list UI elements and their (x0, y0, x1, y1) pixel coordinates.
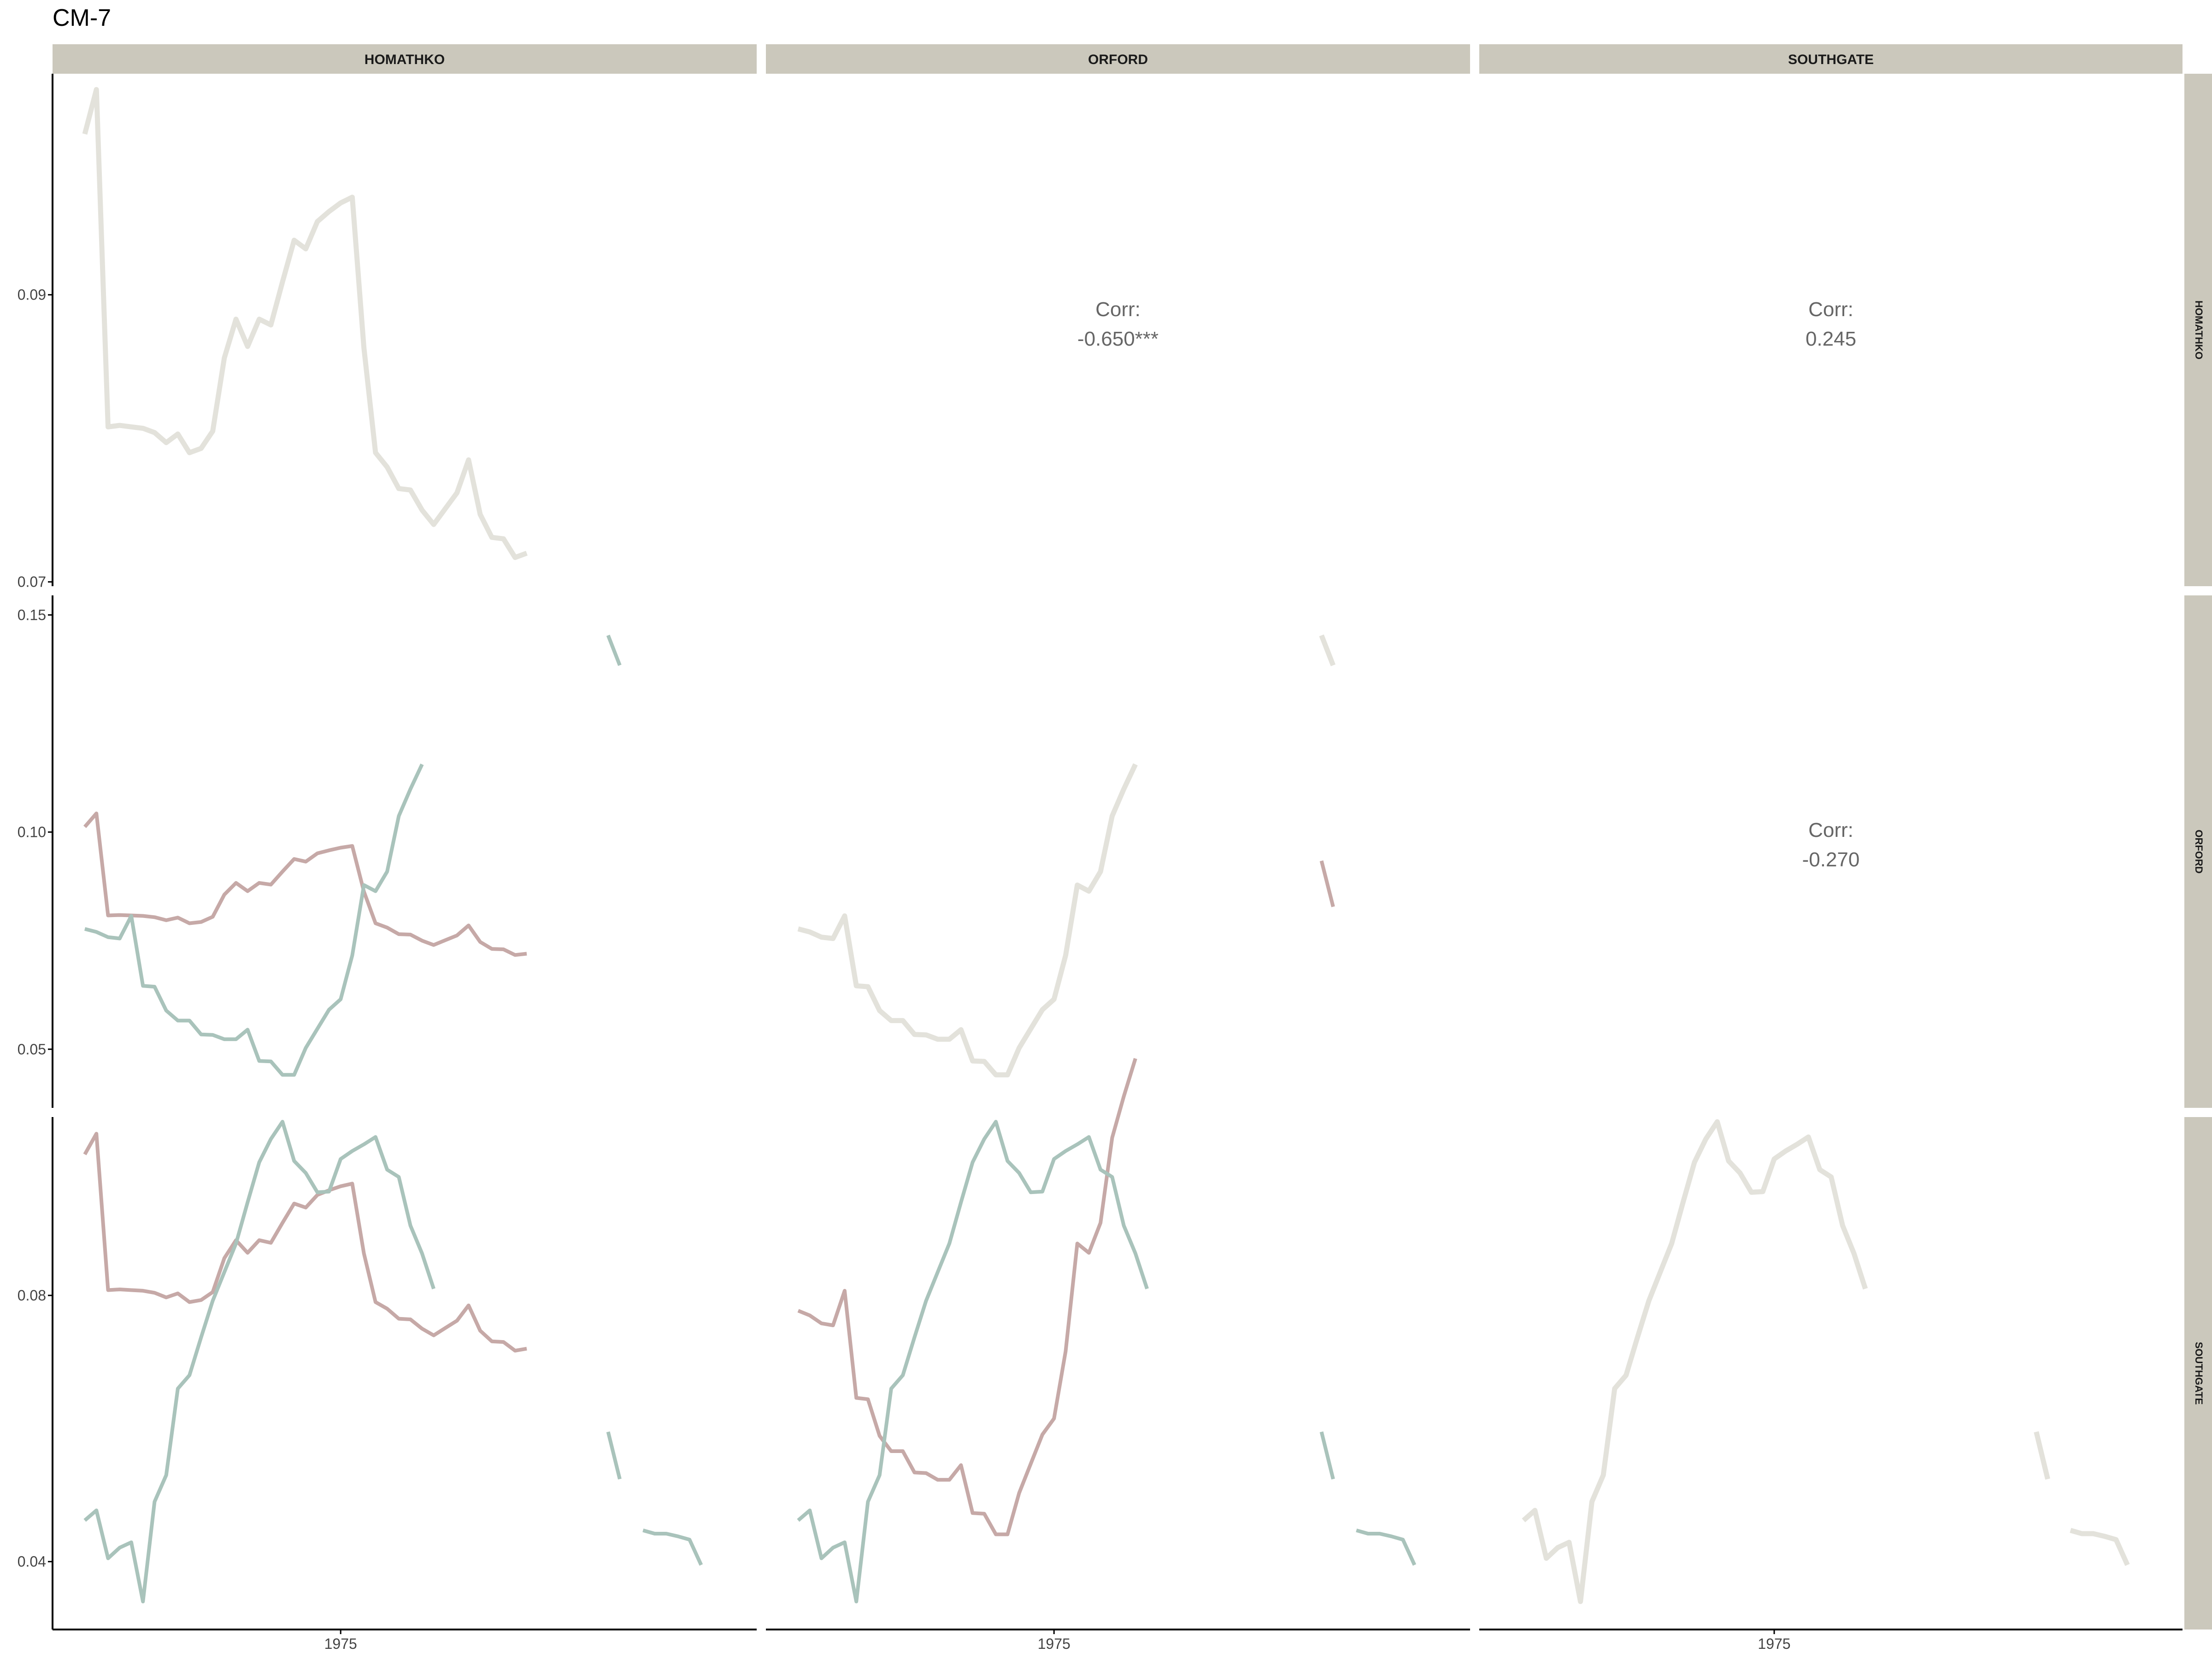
panel-r0-c1: Corr: -0.650*** (1077, 298, 1159, 350)
corr-label: Corr: (1808, 298, 1853, 321)
strip-right-orford (2184, 595, 2212, 1108)
strip-right-label: ORFORD (2193, 830, 2205, 873)
corr-label: Corr: (1095, 298, 1141, 321)
y-tick-label: 0.15 (18, 606, 46, 623)
strip-top-homathko (53, 44, 757, 74)
series-line-southgate (83, 1120, 703, 1604)
panel-r2-c0 (83, 1120, 703, 1604)
y-tick-label: 0.05 (18, 1041, 46, 1058)
series-line-orford (797, 634, 1336, 1077)
x-tick-label: 1975 (324, 1635, 357, 1652)
series-line-orford (797, 860, 1335, 1536)
y-tick-label: 0.07 (18, 574, 46, 590)
panel-r0-c2: Corr: 0.245 (1806, 298, 1856, 350)
strip-right-homathko (2184, 74, 2212, 586)
panel-r1-c0 (83, 635, 622, 1077)
corr-value: -0.270 (1802, 848, 1860, 871)
strip-top-label: ORFORD (1088, 52, 1148, 67)
chart-title: CM-7 (53, 5, 111, 31)
strip-right-label: SOUTHGATE (2193, 1342, 2205, 1405)
series-line-homathko (82, 87, 528, 560)
y-tick-label: 0.10 (18, 824, 46, 841)
strip-top-label: HOMATHKO (365, 52, 445, 67)
series-line-southgate (1522, 1119, 2130, 1604)
y-tick-label: 0.08 (18, 1287, 46, 1304)
corr-label: Corr: (1808, 819, 1853, 841)
strip-top-southgate (1479, 44, 2183, 74)
series-line-homathko (83, 1132, 527, 1353)
y-tick-label: 0.09 (18, 287, 46, 303)
x-tick-label: 1975 (1758, 1635, 1790, 1652)
series-line-southgate (797, 1120, 1417, 1604)
panel-r2-c2 (1522, 1119, 2130, 1604)
x-tick-label: 1975 (1038, 1635, 1071, 1652)
strip-top-orford (766, 44, 1470, 74)
panels: HOMATHKO ORFORD SOUTHGATE HOMATHKO ORFORD SOU… (18, 44, 2212, 1652)
panel-r2-c1 (797, 860, 1417, 1604)
series-line-orford (84, 635, 622, 1077)
y-tick-label: 0.04 (18, 1553, 46, 1570)
corr-value: 0.245 (1806, 328, 1856, 350)
panel-r1-c2: Corr: -0.270 (1802, 819, 1860, 871)
panel-r0-c0 (82, 87, 528, 560)
panel-r1-c1 (797, 634, 1336, 1077)
strip-right-southgate (2184, 1117, 2212, 1630)
series-line-homathko (83, 812, 527, 957)
strip-right-label: HOMATHKO (2193, 300, 2205, 359)
strip-top-label: SOUTHGATE (1788, 52, 1874, 67)
corr-value: -0.650*** (1077, 328, 1159, 350)
